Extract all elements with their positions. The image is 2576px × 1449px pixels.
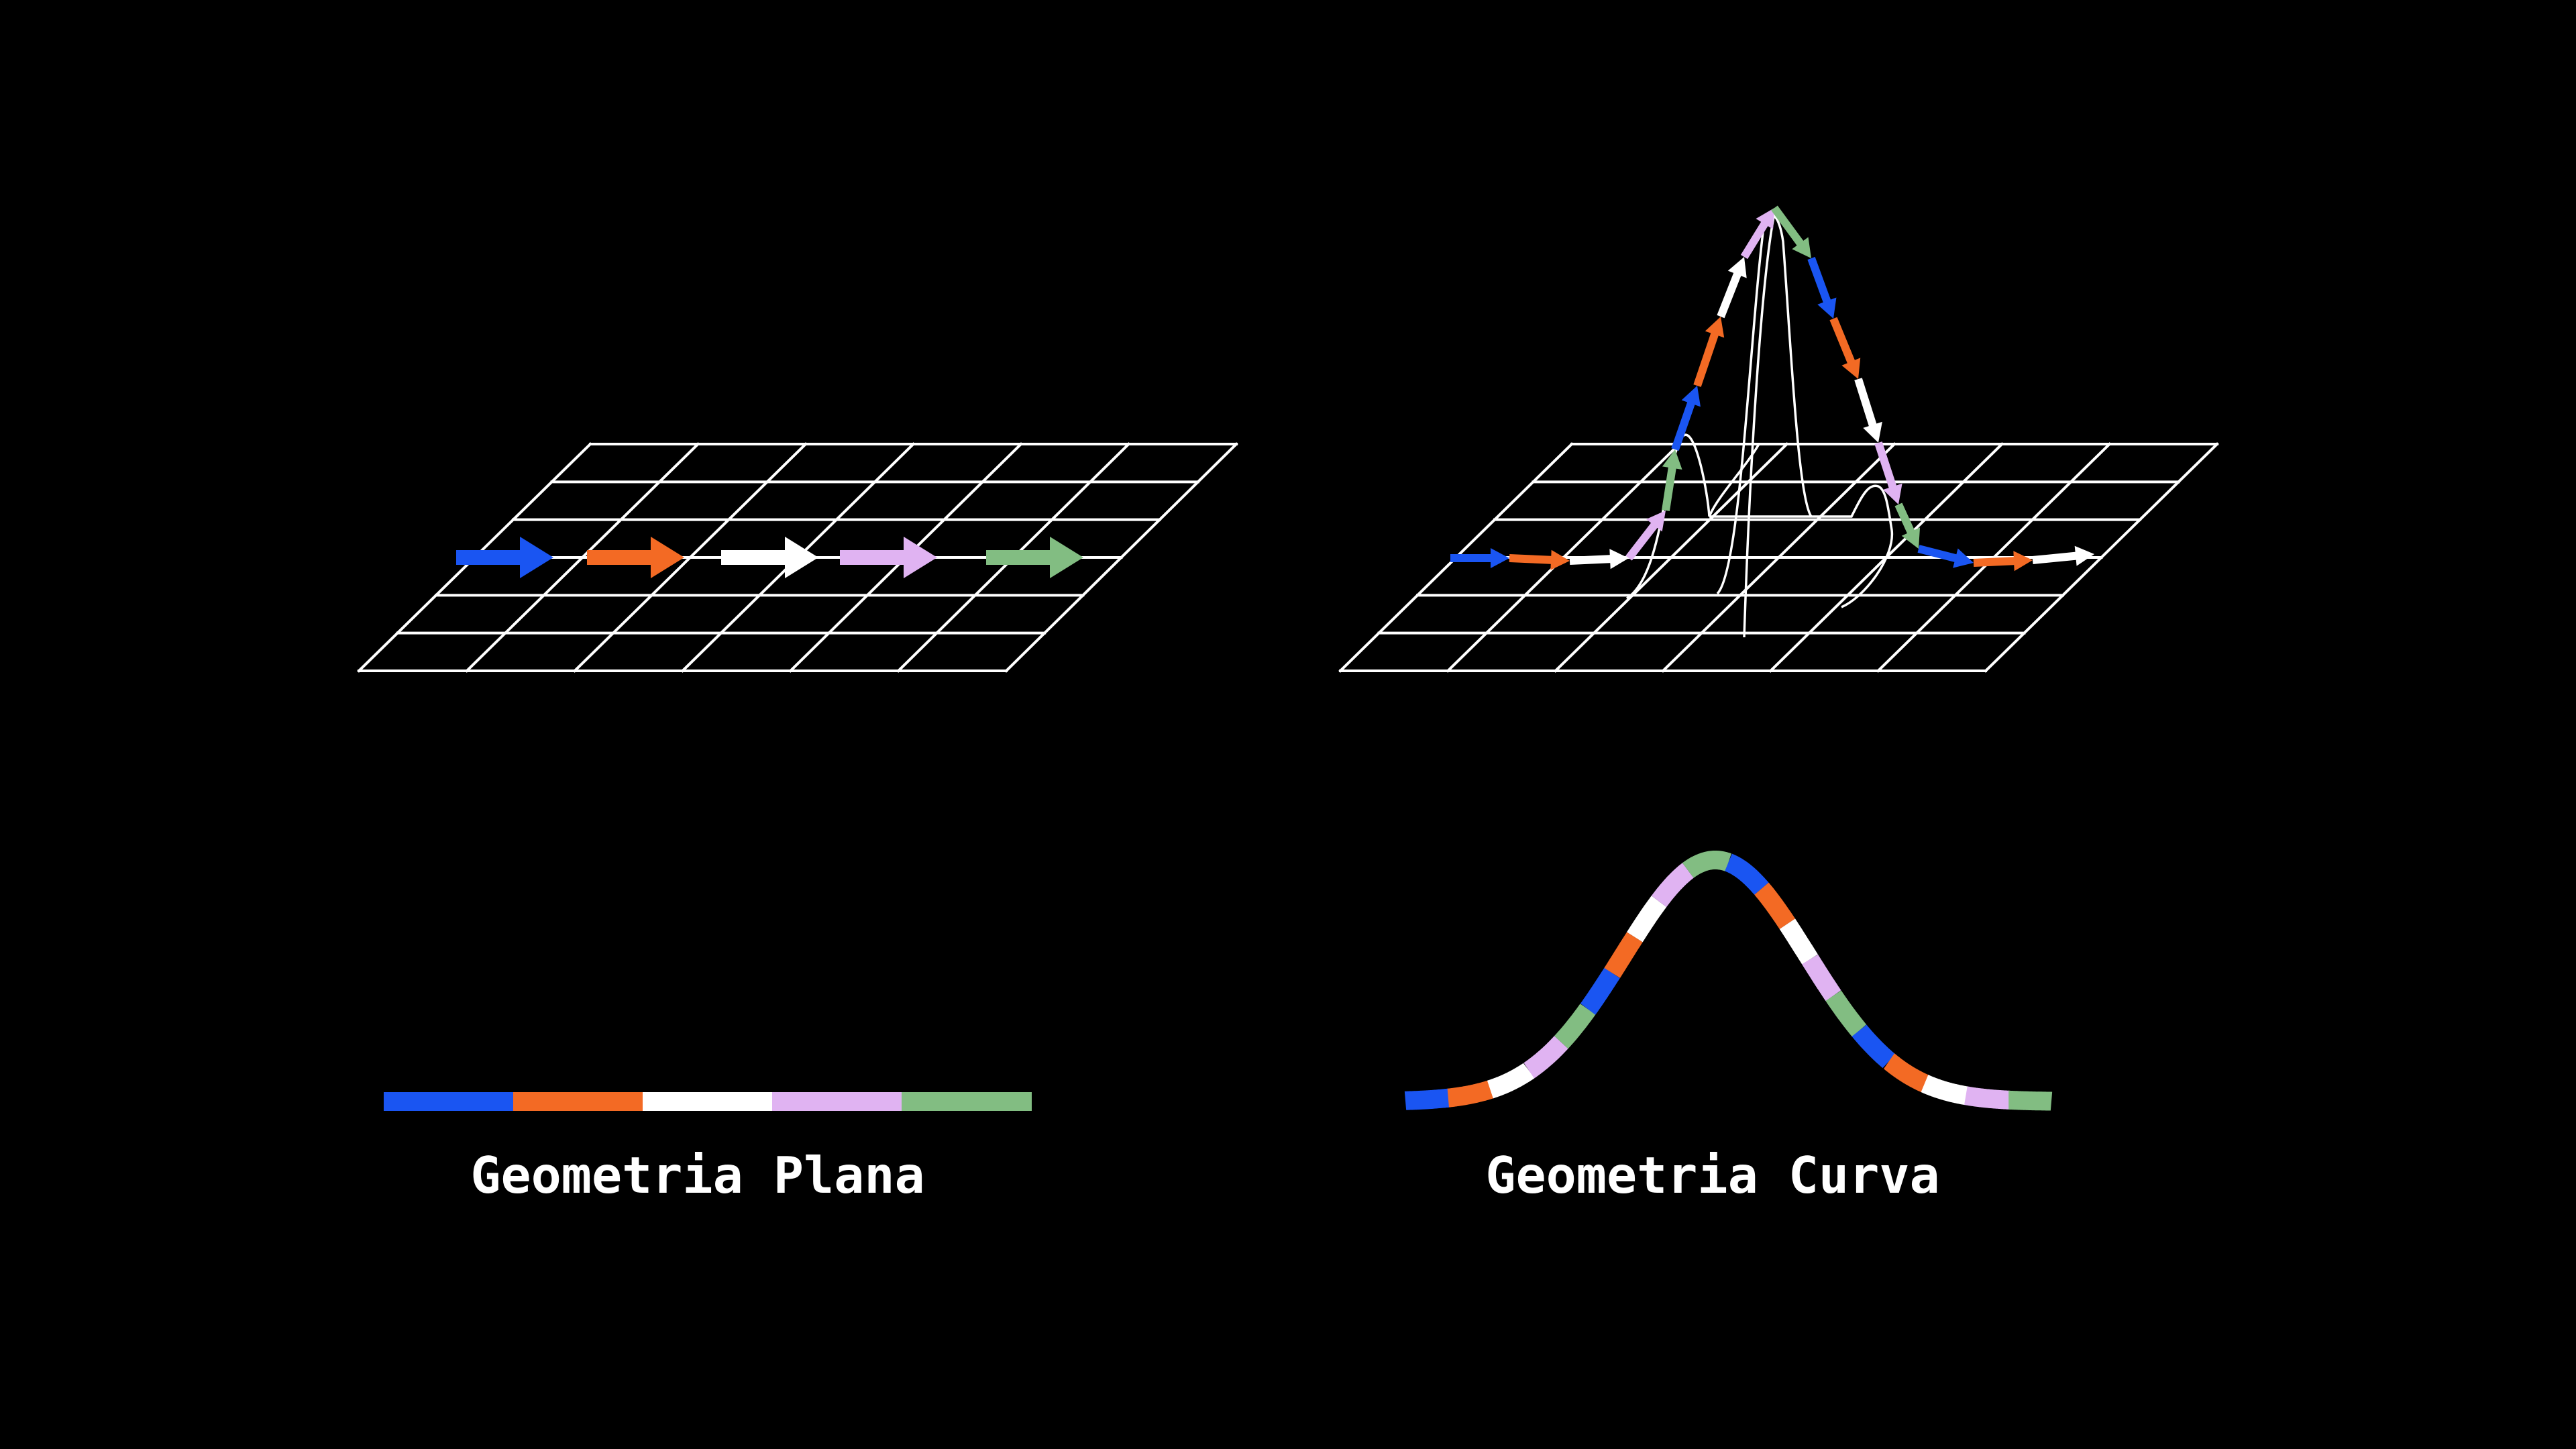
arrow-shaft — [1874, 441, 1897, 490]
strip-segment — [643, 1092, 773, 1111]
arrow-shaft — [1854, 378, 1877, 428]
arrow-head — [1681, 386, 1701, 407]
arrow-shaft — [1693, 331, 1719, 387]
flat-color-strip — [384, 1092, 1032, 1111]
strip-segment — [384, 1092, 514, 1111]
strip-segment — [1481, 1061, 1538, 1099]
curved-grid — [1338, 442, 2219, 673]
curved-arrows — [1450, 205, 2094, 572]
arrow-head — [651, 537, 684, 578]
curved-bump-surface — [1626, 213, 1894, 638]
arrow-shaft — [1509, 554, 1553, 564]
arrow-shaft — [1829, 317, 1856, 365]
grid-column-line — [1876, 442, 2112, 673]
arrow-head — [1491, 548, 1509, 568]
strip-segment — [1850, 1022, 1898, 1070]
strip-segment — [1778, 916, 1819, 968]
strip-segment — [1825, 987, 1868, 1039]
arrow-head — [1883, 483, 1902, 504]
arrow-head — [1756, 208, 1774, 229]
strip-segment — [1650, 861, 1697, 910]
arrow-head — [904, 537, 937, 578]
arrow-head — [1727, 257, 1747, 278]
strip-segment — [1440, 1080, 1500, 1108]
arrow-head — [1646, 511, 1666, 532]
strip-segment — [1719, 853, 1770, 898]
arrow-head — [1817, 297, 1837, 319]
arrow-head — [1550, 549, 1570, 570]
arrow-head — [1953, 548, 1974, 568]
arrow-head — [1863, 421, 1882, 443]
strip-segment — [1679, 851, 1737, 879]
arrow-head — [1050, 537, 1083, 578]
arrow-head — [520, 537, 553, 578]
strip-segment — [1957, 1086, 2019, 1110]
strip-segment — [1753, 880, 1796, 932]
arrow-shaft — [1894, 502, 1915, 535]
strip-segment — [1603, 928, 1644, 981]
arrow-shaft — [1807, 256, 1831, 304]
strip-segment — [1520, 1034, 1570, 1080]
strip-segment — [1916, 1074, 1976, 1106]
grid-column-line — [1004, 442, 1238, 673]
arrow-shaft — [1662, 466, 1676, 511]
flat-geometry-caption: Geometria Plana — [470, 1146, 925, 1205]
arrow-head — [2074, 545, 2094, 566]
arrow-head — [1609, 549, 1629, 570]
strip-segment — [772, 1092, 902, 1111]
arrow-shaft — [1740, 220, 1769, 260]
flat-arrows — [456, 537, 1083, 578]
arrow-shaft — [1771, 205, 1805, 247]
arrow-shaft — [1717, 272, 1742, 319]
arrow-head — [1901, 527, 1921, 549]
strip-segment — [2000, 1090, 2060, 1111]
arrow-head — [1705, 317, 1725, 338]
strip-segment — [1880, 1052, 1934, 1093]
strip-segment — [1626, 893, 1668, 945]
bump-profile-line — [1811, 484, 1894, 608]
arrow-shaft — [1569, 555, 1612, 565]
strip-segment — [1552, 1001, 1597, 1051]
curved-color-strip — [1397, 851, 2060, 1111]
arrow-shaft — [1917, 545, 1958, 563]
arrow-head — [1792, 237, 1811, 258]
arrow-head — [1841, 358, 1861, 379]
arrow-shaft — [2032, 551, 2078, 564]
strip-segment — [513, 1092, 643, 1111]
grid-column-line — [1984, 442, 2219, 673]
bump-profile-line — [1708, 443, 1760, 517]
strip-segment — [1397, 1088, 1458, 1110]
arrow-shaft — [1671, 400, 1696, 451]
arrow-head — [785, 537, 818, 578]
arrow-head — [1662, 449, 1682, 470]
strip-segment — [1579, 965, 1621, 1018]
strip-segment — [902, 1092, 1032, 1111]
curved-geometry-caption: Geometria Curva — [1485, 1146, 1940, 1205]
bump-profile-line — [1743, 213, 1776, 638]
strip-segment — [1801, 951, 1842, 1004]
arrow-head — [2013, 551, 2033, 572]
arrow-shaft — [1973, 557, 2016, 567]
arrow-shaft — [1625, 521, 1658, 561]
